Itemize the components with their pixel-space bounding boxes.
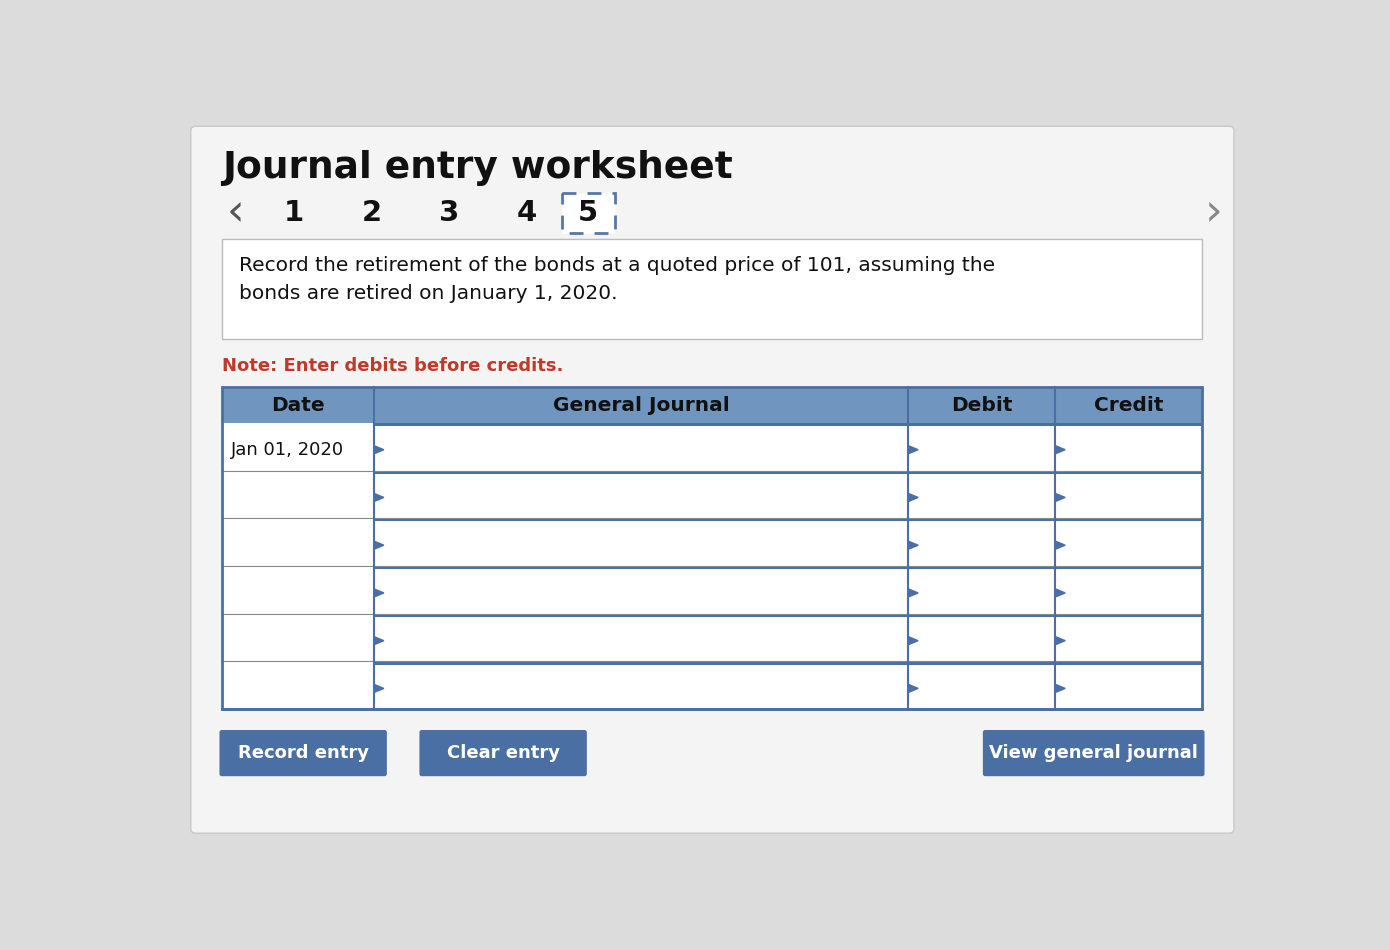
- Bar: [908, 566, 1055, 569]
- Text: Jan 01, 2020: Jan 01, 2020: [231, 441, 345, 459]
- Text: 5: 5: [578, 199, 599, 226]
- Polygon shape: [909, 685, 919, 693]
- Text: Credit: Credit: [1094, 395, 1163, 414]
- Text: Clear entry: Clear entry: [446, 744, 560, 762]
- Bar: [374, 423, 908, 426]
- Text: General Journal: General Journal: [553, 395, 730, 414]
- Bar: [222, 661, 1202, 710]
- Polygon shape: [1056, 446, 1065, 453]
- Text: 2: 2: [361, 199, 381, 226]
- Polygon shape: [374, 542, 384, 549]
- Text: View general journal: View general journal: [990, 744, 1198, 762]
- Polygon shape: [909, 446, 919, 453]
- FancyBboxPatch shape: [220, 730, 386, 776]
- Polygon shape: [374, 446, 384, 453]
- Text: Record entry: Record entry: [238, 744, 368, 762]
- Polygon shape: [374, 636, 384, 644]
- Bar: [374, 470, 908, 474]
- Bar: [374, 566, 908, 569]
- Polygon shape: [374, 685, 384, 693]
- Polygon shape: [374, 589, 384, 597]
- Bar: [222, 519, 1202, 566]
- Polygon shape: [909, 589, 919, 597]
- Bar: [908, 614, 1055, 617]
- Polygon shape: [1056, 494, 1065, 502]
- Bar: [908, 470, 1055, 474]
- Bar: [222, 423, 1202, 470]
- Bar: [374, 519, 908, 522]
- Polygon shape: [909, 494, 919, 502]
- Bar: [222, 470, 1202, 519]
- Polygon shape: [1056, 685, 1065, 693]
- Text: 3: 3: [439, 199, 459, 226]
- Text: ‹: ‹: [227, 191, 245, 234]
- Bar: [1055, 519, 1202, 522]
- Bar: [222, 388, 1202, 710]
- Text: 1: 1: [284, 199, 304, 226]
- Bar: [374, 614, 908, 617]
- Polygon shape: [1056, 589, 1065, 597]
- Text: Date: Date: [271, 395, 325, 414]
- Bar: [908, 423, 1055, 426]
- Bar: [1055, 470, 1202, 474]
- Text: Journal entry worksheet: Journal entry worksheet: [222, 150, 733, 186]
- Text: Record the retirement of the bonds at a quoted price of 101, assuming the
bonds : Record the retirement of the bonds at a …: [239, 256, 995, 303]
- FancyBboxPatch shape: [562, 193, 614, 233]
- FancyBboxPatch shape: [190, 126, 1234, 833]
- Polygon shape: [1056, 636, 1065, 644]
- Bar: [374, 661, 908, 665]
- Bar: [222, 388, 1202, 423]
- Bar: [222, 566, 1202, 614]
- Bar: [1055, 614, 1202, 617]
- Bar: [222, 238, 1202, 339]
- Text: Debit: Debit: [951, 395, 1012, 414]
- Text: ›: ›: [1205, 191, 1222, 234]
- Polygon shape: [1056, 542, 1065, 549]
- Bar: [1055, 566, 1202, 569]
- Text: Note: Enter debits before credits.: Note: Enter debits before credits.: [222, 357, 563, 375]
- Bar: [1055, 423, 1202, 426]
- FancyBboxPatch shape: [420, 730, 587, 776]
- Polygon shape: [909, 542, 919, 549]
- Bar: [908, 661, 1055, 665]
- Polygon shape: [909, 636, 919, 644]
- Bar: [908, 519, 1055, 522]
- Polygon shape: [374, 494, 384, 502]
- FancyBboxPatch shape: [983, 730, 1205, 776]
- Bar: [1055, 661, 1202, 665]
- Bar: [222, 614, 1202, 661]
- Text: 4: 4: [516, 199, 537, 226]
